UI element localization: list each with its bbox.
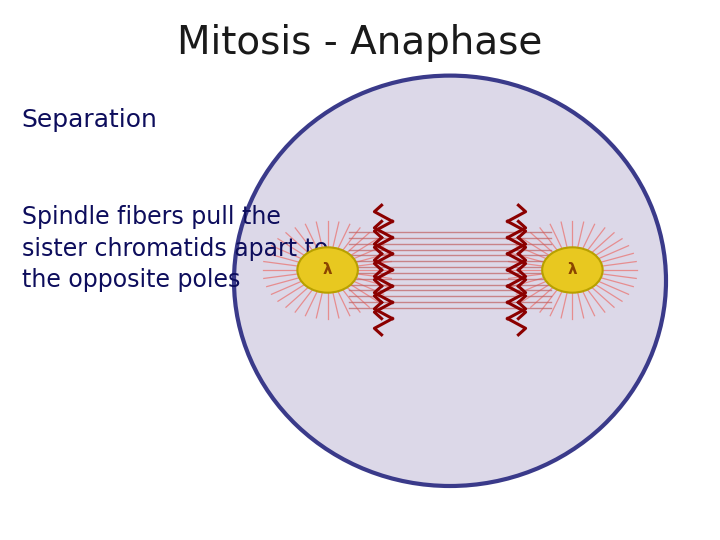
Text: Mitosis - Anaphase: Mitosis - Anaphase	[177, 24, 543, 62]
Text: Spindle fibers pull the
sister chromatids apart to
the opposite poles: Spindle fibers pull the sister chromatid…	[22, 205, 328, 292]
Text: λ: λ	[323, 262, 333, 278]
Text: Separation: Separation	[22, 108, 158, 132]
Circle shape	[542, 247, 603, 293]
Circle shape	[297, 247, 358, 293]
Text: λ: λ	[567, 262, 577, 278]
Ellipse shape	[234, 76, 666, 486]
